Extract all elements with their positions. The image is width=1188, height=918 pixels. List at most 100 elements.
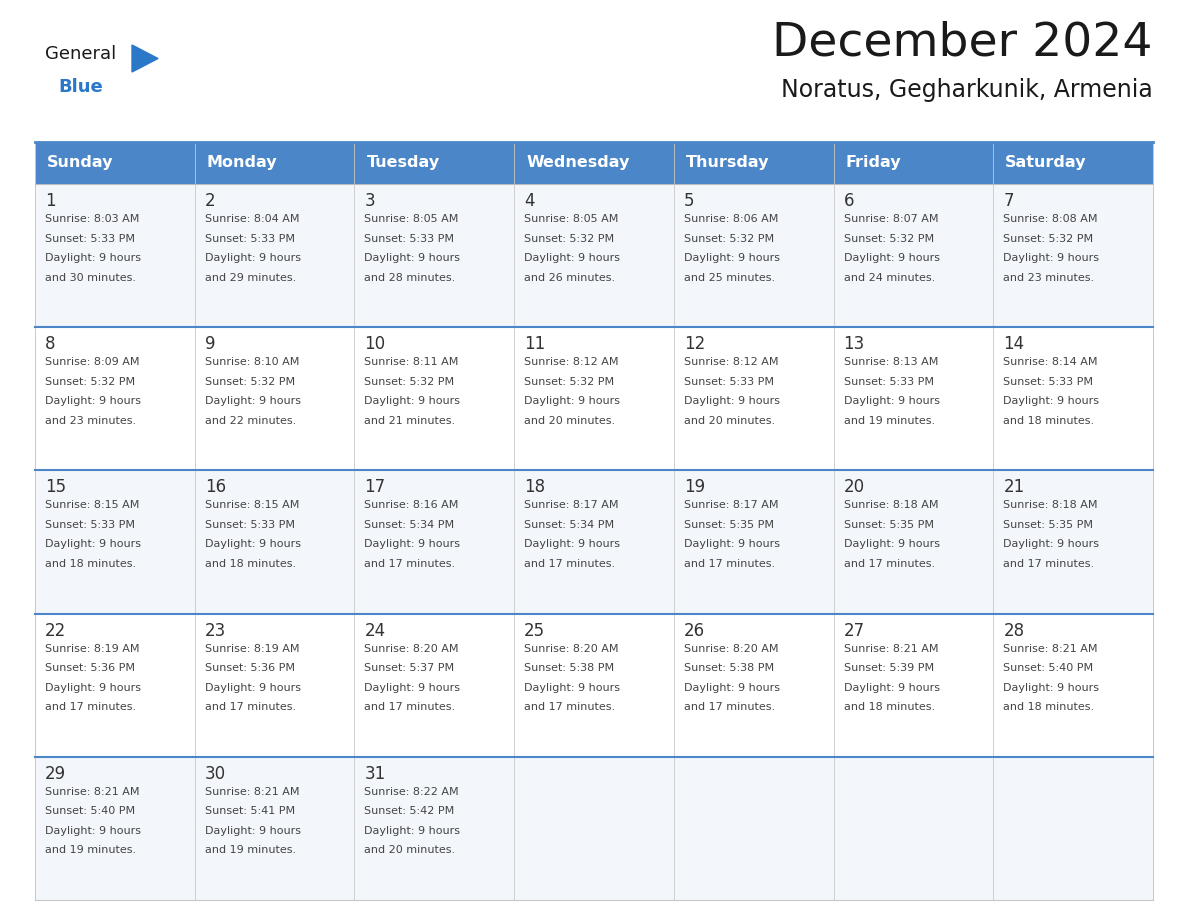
Text: 20: 20 xyxy=(843,478,865,497)
Text: Sunset: 5:35 PM: Sunset: 5:35 PM xyxy=(684,520,773,530)
Text: and 23 minutes.: and 23 minutes. xyxy=(1004,273,1094,283)
Text: 23: 23 xyxy=(204,621,226,640)
Text: and 20 minutes.: and 20 minutes. xyxy=(365,845,455,856)
Text: Daylight: 9 hours: Daylight: 9 hours xyxy=(365,826,461,835)
Text: and 18 minutes.: and 18 minutes. xyxy=(843,702,935,712)
Text: Sunset: 5:40 PM: Sunset: 5:40 PM xyxy=(1004,663,1093,673)
Text: Sunrise: 8:20 AM: Sunrise: 8:20 AM xyxy=(684,644,778,654)
Text: Daylight: 9 hours: Daylight: 9 hours xyxy=(45,397,141,406)
Text: Sunset: 5:33 PM: Sunset: 5:33 PM xyxy=(365,233,455,243)
Text: Sunrise: 8:20 AM: Sunrise: 8:20 AM xyxy=(524,644,619,654)
Text: 10: 10 xyxy=(365,335,386,353)
Text: and 24 minutes.: and 24 minutes. xyxy=(843,273,935,283)
Text: 1: 1 xyxy=(45,192,56,210)
Text: Sunset: 5:32 PM: Sunset: 5:32 PM xyxy=(843,233,934,243)
Bar xyxy=(34,327,1154,470)
Text: 16: 16 xyxy=(204,478,226,497)
Text: and 25 minutes.: and 25 minutes. xyxy=(684,273,775,283)
Text: 3: 3 xyxy=(365,192,375,210)
Text: Sunrise: 8:11 AM: Sunrise: 8:11 AM xyxy=(365,357,459,367)
Text: Thursday: Thursday xyxy=(685,155,770,171)
Text: Daylight: 9 hours: Daylight: 9 hours xyxy=(365,683,461,692)
Text: Sunset: 5:36 PM: Sunset: 5:36 PM xyxy=(45,663,135,673)
Text: and 17 minutes.: and 17 minutes. xyxy=(524,702,615,712)
Text: Daylight: 9 hours: Daylight: 9 hours xyxy=(843,253,940,263)
Text: Sunrise: 8:19 AM: Sunrise: 8:19 AM xyxy=(45,644,139,654)
Text: 26: 26 xyxy=(684,621,704,640)
Text: Daylight: 9 hours: Daylight: 9 hours xyxy=(524,397,620,406)
Text: 5: 5 xyxy=(684,192,694,210)
Text: and 17 minutes.: and 17 minutes. xyxy=(365,559,455,569)
Text: Daylight: 9 hours: Daylight: 9 hours xyxy=(684,683,779,692)
Text: Blue: Blue xyxy=(58,78,102,96)
Text: 24: 24 xyxy=(365,621,386,640)
Text: Daylight: 9 hours: Daylight: 9 hours xyxy=(843,540,940,549)
Text: Daylight: 9 hours: Daylight: 9 hours xyxy=(365,540,461,549)
Text: and 20 minutes.: and 20 minutes. xyxy=(524,416,615,426)
Text: 15: 15 xyxy=(45,478,67,497)
Text: Daylight: 9 hours: Daylight: 9 hours xyxy=(684,397,779,406)
Text: Daylight: 9 hours: Daylight: 9 hours xyxy=(1004,253,1099,263)
Text: Sunset: 5:32 PM: Sunset: 5:32 PM xyxy=(684,233,775,243)
Text: Daylight: 9 hours: Daylight: 9 hours xyxy=(843,397,940,406)
Text: 11: 11 xyxy=(524,335,545,353)
Text: and 17 minutes.: and 17 minutes. xyxy=(45,702,137,712)
Text: and 17 minutes.: and 17 minutes. xyxy=(684,559,775,569)
Polygon shape xyxy=(132,45,158,72)
Text: Sunday: Sunday xyxy=(48,155,114,171)
Text: Tuesday: Tuesday xyxy=(366,155,440,171)
Bar xyxy=(34,613,1154,756)
Text: Sunset: 5:35 PM: Sunset: 5:35 PM xyxy=(1004,520,1093,530)
Text: 27: 27 xyxy=(843,621,865,640)
Text: Sunset: 5:34 PM: Sunset: 5:34 PM xyxy=(524,520,614,530)
Text: 12: 12 xyxy=(684,335,706,353)
Text: and 29 minutes.: and 29 minutes. xyxy=(204,273,296,283)
Text: 13: 13 xyxy=(843,335,865,353)
Text: Sunset: 5:32 PM: Sunset: 5:32 PM xyxy=(524,376,614,386)
Text: 19: 19 xyxy=(684,478,704,497)
Text: and 17 minutes.: and 17 minutes. xyxy=(524,559,615,569)
Text: and 21 minutes.: and 21 minutes. xyxy=(365,416,455,426)
Bar xyxy=(34,756,1154,900)
Text: Daylight: 9 hours: Daylight: 9 hours xyxy=(45,683,141,692)
Bar xyxy=(34,184,1154,327)
Text: 9: 9 xyxy=(204,335,215,353)
Text: Sunset: 5:33 PM: Sunset: 5:33 PM xyxy=(45,520,135,530)
Text: Daylight: 9 hours: Daylight: 9 hours xyxy=(204,540,301,549)
Text: Sunrise: 8:05 AM: Sunrise: 8:05 AM xyxy=(365,214,459,224)
Text: and 18 minutes.: and 18 minutes. xyxy=(45,559,137,569)
Text: 25: 25 xyxy=(524,621,545,640)
Text: Daylight: 9 hours: Daylight: 9 hours xyxy=(1004,540,1099,549)
Text: December 2024: December 2024 xyxy=(772,20,1154,65)
Text: Sunrise: 8:07 AM: Sunrise: 8:07 AM xyxy=(843,214,939,224)
Text: 7: 7 xyxy=(1004,192,1013,210)
Text: Daylight: 9 hours: Daylight: 9 hours xyxy=(204,253,301,263)
Text: 4: 4 xyxy=(524,192,535,210)
Text: Daylight: 9 hours: Daylight: 9 hours xyxy=(45,540,141,549)
Text: General: General xyxy=(45,45,116,63)
Text: and 20 minutes.: and 20 minutes. xyxy=(684,416,775,426)
Text: and 18 minutes.: and 18 minutes. xyxy=(1004,702,1094,712)
Text: Daylight: 9 hours: Daylight: 9 hours xyxy=(204,683,301,692)
Text: and 22 minutes.: and 22 minutes. xyxy=(204,416,296,426)
Text: Sunrise: 8:18 AM: Sunrise: 8:18 AM xyxy=(1004,500,1098,510)
Text: Daylight: 9 hours: Daylight: 9 hours xyxy=(1004,683,1099,692)
Text: Sunset: 5:38 PM: Sunset: 5:38 PM xyxy=(684,663,775,673)
Text: Daylight: 9 hours: Daylight: 9 hours xyxy=(843,683,940,692)
Text: Noratus, Gegharkunik, Armenia: Noratus, Gegharkunik, Armenia xyxy=(782,78,1154,102)
Text: and 19 minutes.: and 19 minutes. xyxy=(45,845,137,856)
Text: Sunset: 5:39 PM: Sunset: 5:39 PM xyxy=(843,663,934,673)
Text: Sunrise: 8:15 AM: Sunrise: 8:15 AM xyxy=(45,500,139,510)
Text: and 17 minutes.: and 17 minutes. xyxy=(1004,559,1094,569)
Text: Sunrise: 8:13 AM: Sunrise: 8:13 AM xyxy=(843,357,939,367)
Text: and 18 minutes.: and 18 minutes. xyxy=(204,559,296,569)
Text: 28: 28 xyxy=(1004,621,1024,640)
Text: Daylight: 9 hours: Daylight: 9 hours xyxy=(45,826,141,835)
Text: and 19 minutes.: and 19 minutes. xyxy=(204,845,296,856)
Text: Sunset: 5:32 PM: Sunset: 5:32 PM xyxy=(204,376,295,386)
Text: Daylight: 9 hours: Daylight: 9 hours xyxy=(684,253,779,263)
Bar xyxy=(34,470,1154,613)
Text: and 28 minutes.: and 28 minutes. xyxy=(365,273,456,283)
Text: Sunset: 5:33 PM: Sunset: 5:33 PM xyxy=(684,376,773,386)
Text: Daylight: 9 hours: Daylight: 9 hours xyxy=(524,540,620,549)
